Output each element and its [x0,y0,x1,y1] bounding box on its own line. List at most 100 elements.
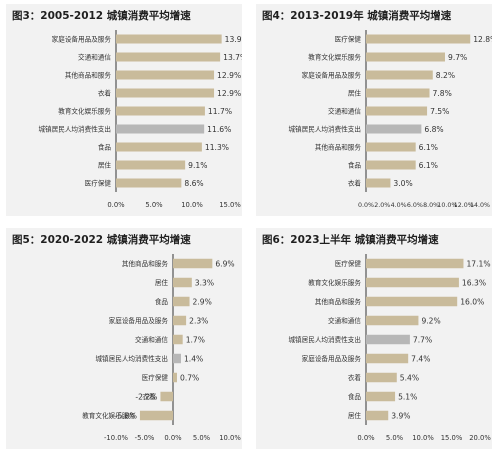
chart-panel-fig4: 图4：2013-2019年 城镇消费平均增速 医疗保健 12.8% 教育文化娱乐服务… [256,4,492,216]
value-label: 11.7% [208,107,232,116]
x-tick-label: 6.0% [407,202,423,209]
value-label: 12.9% [217,89,241,98]
category-label: 医疗保健 [142,373,169,382]
x-tick-label: 5.0% [193,434,211,442]
category-label: 家庭设备用品及服务 [302,354,362,363]
x-tick-label: 8.0% [423,202,439,209]
bar-3 [366,315,419,326]
x-tick-label: 0.0% [357,434,375,442]
value-label: 8.6% [184,179,203,188]
category-label: 教育文化娱乐服务 [82,411,135,420]
x-tick-label: 2.0% [374,202,390,209]
category-label: 食品 [155,297,169,306]
bar-1 [366,52,445,62]
x-tick-label: 20.0% [469,434,491,442]
bar-3 [366,88,430,98]
bar-7 [366,391,396,402]
value-label: 5.1% [398,392,417,401]
x-tick-label: 15.0% [219,201,241,209]
bar-6 [173,372,177,383]
category-label: 衣着 [98,89,112,98]
value-label: -5.8% [115,411,137,420]
bar-6 [116,142,202,152]
x-tick-label: 10.0% [181,201,203,209]
x-tick-label: 5.0% [386,434,404,442]
category-label: 其他商品和服务 [122,259,169,268]
chart-title-fig6: 图6：2023上半年 城镇消费平均增速 [262,234,439,246]
value-label: 12.9% [217,71,241,80]
value-label: 16.0% [460,297,484,306]
category-label: 其他商品和服务 [65,71,112,80]
bar-1 [116,52,221,62]
bar-0 [116,34,222,44]
bar-2 [366,70,433,80]
value-label: 6.1% [419,143,438,152]
category-label: 食品 [348,161,362,170]
value-label: 2.9% [193,297,212,306]
bar-chart-fig4: 医疗保健 12.8% 教育文化娱乐服务 9.7% 家庭设备用品及服务 8.2% 居住 7.8%… [288,30,492,209]
bar-5 [366,353,409,364]
value-label: 3.0% [393,179,412,188]
x-tick-label: 10.0% [412,434,434,442]
category-label: 城镇居民人均消费性支出 [38,125,111,134]
value-label: 9.2% [421,316,440,325]
value-label: 9.1% [188,161,207,170]
value-label: 7.5% [430,107,449,116]
category-label: 医疗保健 [335,259,362,268]
bar-3 [116,88,215,98]
category-label: 食品 [98,143,112,152]
bar-7 [116,160,186,170]
chart-title-fig4: 图4：2013-2019年 城镇消费平均增速 [262,10,452,22]
category-label: 交通和通信 [328,107,361,116]
bar-0 [173,258,213,269]
value-label: -2.2% [135,392,157,401]
bar-5 [366,124,422,134]
category-label: 居住 [348,411,362,420]
category-label: 教育文化娱乐服务 [58,107,111,116]
chart-panel-fig6: 图6：2023上半年 城镇消费平均增速 医疗保健 17.1% 教育文化娱乐服务 16.… [256,228,492,449]
bar-6 [366,372,397,383]
bar-chart-fig3: 家庭设备用品及服务 13.9% 交通和通信 13.7% 其他商品和服务 12.9% 衣着 12… [38,30,242,209]
category-label: 食品 [348,392,362,401]
bar-1 [366,277,459,288]
value-label: 8.2% [436,71,455,80]
x-tick-label: 12.0% [454,202,474,209]
bar-8 [139,410,173,421]
value-label: 13.7% [223,53,242,62]
value-label: 3.3% [195,278,214,287]
category-label: 其他商品和服务 [315,143,362,152]
chart-panel-fig5: 图5：2020-2022 城镇消费平均增速 其他商品和服务 6.9% 居住 3.3% 食… [6,228,242,449]
x-tick-label: 4.0% [391,202,407,209]
category-label: 城镇居民人均消费性支出 [95,354,168,363]
bar-8 [116,178,182,188]
chart-title-fig3: 图3：2005-2012 城镇消费平均增速 [12,10,191,22]
bar-chart-fig6: 医疗保健 17.1% 教育文化娱乐服务 16.3% 其他商品和服务 16.0% 交通和通信 9… [288,254,491,442]
bar-1 [173,277,192,288]
value-label: 7.4% [411,354,430,363]
bar-7 [366,160,416,170]
bar-6 [366,142,416,152]
x-tick-label: -5.0% [135,434,155,442]
x-tick-label: 14.0% [470,202,490,209]
x-tick-label: 0.0% [107,201,125,209]
x-tick-label: 10.0% [219,434,241,442]
value-label: 16.3% [462,278,486,287]
chart-title-fig5: 图5：2020-2022 城镇消费平均增速 [12,234,191,246]
category-label: 交通和通信 [78,53,111,62]
category-label: 家庭设备用品及服务 [302,71,362,80]
category-label: 衣着 [348,373,362,382]
bar-4 [173,334,183,345]
x-tick-label: 0.0% [164,434,182,442]
bar-4 [116,106,205,116]
bar-5 [173,353,181,364]
category-label: 家庭设备用品及服务 [109,316,169,325]
value-label: 3.9% [391,411,410,420]
category-label: 家庭设备用品及服务 [52,35,112,44]
value-label: 5.4% [400,373,419,382]
value-label: 0.7% [180,373,199,382]
x-tick-label: 5.0% [145,201,163,209]
value-label: 1.4% [184,354,203,363]
category-label: 交通和通信 [328,316,361,325]
category-label: 衣着 [348,179,362,188]
bar-chart-fig5: 其他商品和服务 6.9% 居住 3.3% 食品 2.9% 家庭设备用品及服务 2.3% 交通和通… [82,254,241,442]
